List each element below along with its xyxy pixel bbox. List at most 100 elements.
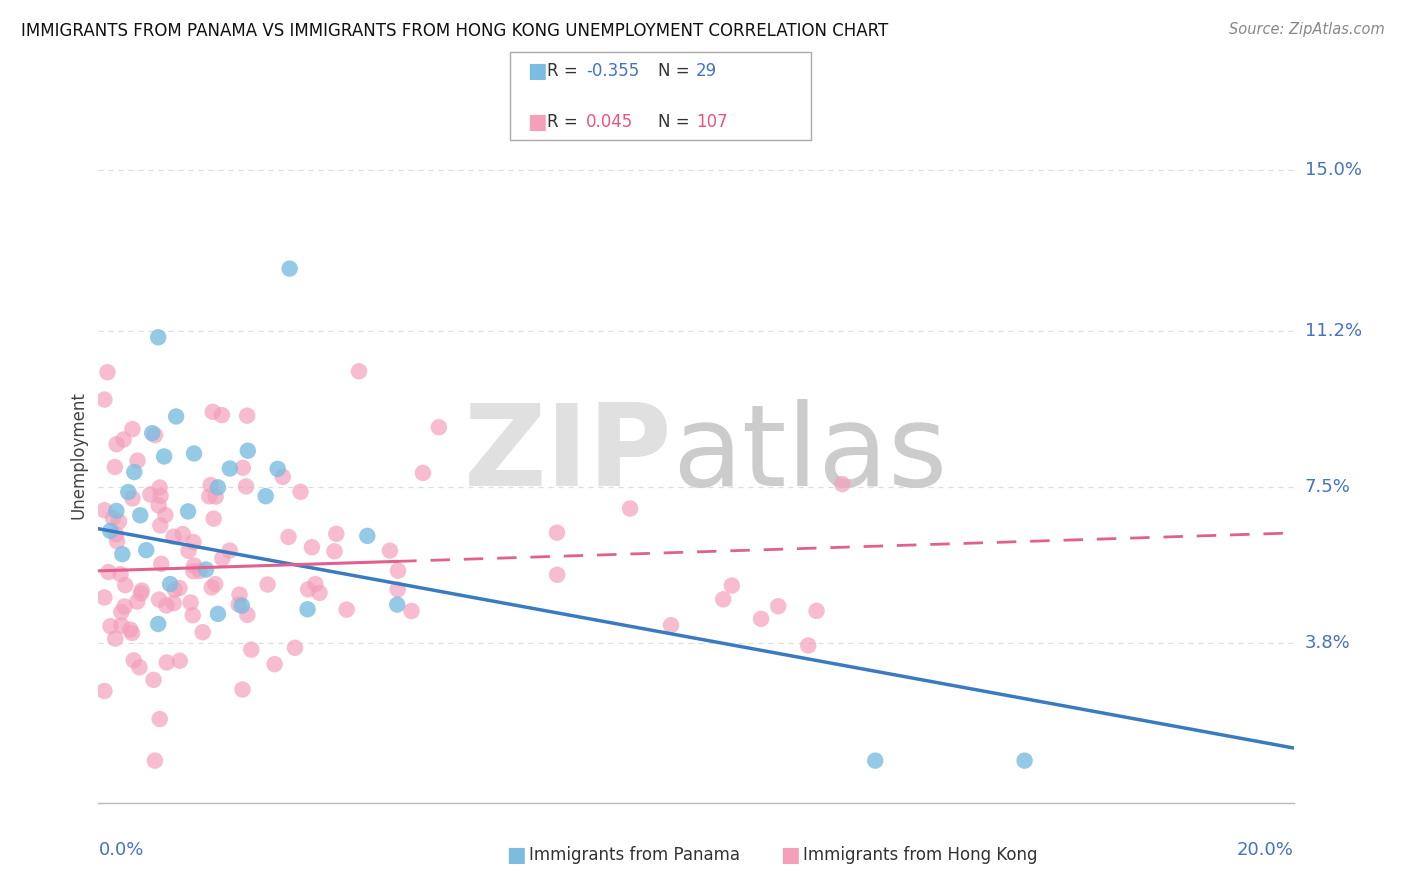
Point bbox=[169, 654, 191, 668]
Point bbox=[127, 453, 149, 467]
Point bbox=[347, 364, 370, 378]
Point bbox=[169, 581, 191, 595]
Point bbox=[120, 623, 142, 637]
Point bbox=[211, 408, 233, 422]
Point bbox=[204, 490, 226, 504]
Text: 15.0%: 15.0% bbox=[1305, 161, 1361, 179]
Point bbox=[131, 583, 153, 598]
Point bbox=[105, 504, 128, 518]
Point bbox=[228, 598, 250, 612]
Point bbox=[97, 565, 120, 579]
Point bbox=[155, 508, 177, 522]
Point bbox=[387, 582, 409, 597]
Point bbox=[121, 626, 143, 640]
Point bbox=[301, 541, 323, 555]
Point bbox=[768, 599, 790, 614]
Point bbox=[93, 591, 115, 605]
Point bbox=[231, 599, 253, 613]
Y-axis label: Unemployment: Unemployment bbox=[69, 391, 87, 519]
Text: R =: R = bbox=[547, 113, 583, 131]
Point bbox=[284, 640, 307, 655]
Point bbox=[263, 657, 285, 672]
Point bbox=[277, 530, 299, 544]
Point bbox=[148, 330, 170, 344]
Point bbox=[108, 515, 131, 529]
Text: ■: ■ bbox=[780, 845, 800, 864]
Point bbox=[202, 511, 225, 525]
Point bbox=[323, 544, 346, 558]
Point bbox=[546, 567, 568, 582]
Point bbox=[177, 543, 200, 558]
Point bbox=[721, 578, 744, 592]
Point bbox=[218, 543, 240, 558]
Point bbox=[149, 518, 172, 533]
Point bbox=[387, 564, 409, 578]
Point bbox=[401, 604, 423, 618]
Point bbox=[231, 682, 253, 697]
Text: atlas: atlas bbox=[672, 400, 948, 510]
Point bbox=[98, 524, 122, 538]
Point bbox=[165, 409, 187, 424]
Point bbox=[180, 595, 202, 609]
Point bbox=[162, 530, 184, 544]
Point bbox=[254, 489, 277, 503]
Text: ■: ■ bbox=[527, 112, 547, 132]
Point bbox=[228, 588, 250, 602]
Point bbox=[271, 470, 294, 484]
Point bbox=[378, 543, 401, 558]
Text: 29: 29 bbox=[696, 62, 717, 80]
Text: 0.045: 0.045 bbox=[586, 113, 634, 131]
Point bbox=[93, 392, 115, 407]
Point bbox=[163, 596, 186, 610]
Point bbox=[207, 607, 229, 621]
Point bbox=[135, 543, 157, 558]
Point bbox=[181, 608, 204, 623]
Point bbox=[148, 617, 170, 632]
Point bbox=[148, 592, 170, 607]
Point bbox=[308, 586, 330, 600]
Text: -0.355: -0.355 bbox=[586, 62, 640, 80]
Point bbox=[200, 478, 222, 492]
Point bbox=[124, 465, 146, 479]
Point bbox=[325, 526, 347, 541]
Point bbox=[201, 405, 224, 419]
Point bbox=[93, 503, 115, 517]
Text: IMMIGRANTS FROM PANAMA VS IMMIGRANTS FROM HONG KONG UNEMPLOYMENT CORRELATION CHA: IMMIGRANTS FROM PANAMA VS IMMIGRANTS FRO… bbox=[21, 22, 889, 40]
Point bbox=[711, 592, 734, 607]
Point bbox=[129, 586, 152, 600]
Point bbox=[183, 446, 205, 460]
Point bbox=[356, 529, 378, 543]
Point bbox=[240, 642, 263, 657]
Point bbox=[105, 534, 128, 549]
Point bbox=[749, 612, 772, 626]
Point bbox=[195, 562, 218, 576]
Point bbox=[336, 602, 359, 616]
Text: ■: ■ bbox=[527, 62, 547, 81]
Text: 3.8%: 3.8% bbox=[1305, 633, 1350, 651]
Point bbox=[117, 485, 139, 500]
Text: ■: ■ bbox=[506, 845, 526, 864]
Point bbox=[427, 420, 450, 434]
Point bbox=[121, 422, 143, 436]
Point bbox=[129, 508, 152, 523]
Point bbox=[290, 484, 312, 499]
Point bbox=[163, 582, 186, 597]
Point bbox=[150, 557, 173, 571]
Point bbox=[111, 547, 134, 561]
Point bbox=[831, 477, 853, 491]
Point bbox=[153, 450, 176, 464]
Point bbox=[188, 564, 211, 578]
Point bbox=[110, 605, 132, 619]
Point bbox=[96, 365, 118, 379]
Point bbox=[865, 754, 887, 768]
Point bbox=[236, 443, 259, 458]
Point bbox=[1014, 754, 1036, 768]
Text: 0.0%: 0.0% bbox=[98, 841, 143, 859]
Text: 20.0%: 20.0% bbox=[1237, 841, 1294, 859]
Point bbox=[105, 437, 128, 451]
Point bbox=[385, 598, 409, 612]
Point bbox=[412, 466, 434, 480]
Point bbox=[183, 535, 205, 549]
Text: Immigrants from Hong Kong: Immigrants from Hong Kong bbox=[803, 846, 1038, 863]
Point bbox=[183, 558, 205, 573]
